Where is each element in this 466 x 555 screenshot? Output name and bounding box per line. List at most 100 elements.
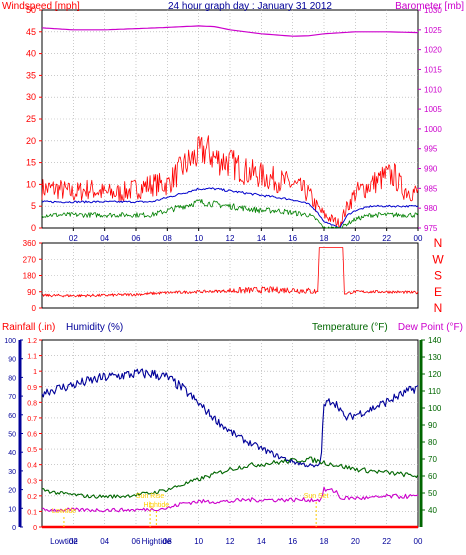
panel3-x-tick-label: 20 — [351, 537, 360, 546]
panel3-x-tick-label: 02 — [69, 537, 78, 546]
panel1-x-tick-label: 16 — [288, 234, 297, 243]
panel1-left-tick-label: 5 — [31, 201, 36, 211]
panel3-temp-tick-label: 110 — [428, 387, 441, 396]
rainfall-axis-title: Rainfall (.in) — [2, 322, 55, 333]
panel1-x-tick-label: 12 — [226, 234, 235, 243]
panel3-x-tick-label: 00 — [414, 537, 423, 546]
panel3-rain-tick-label: 0.4 — [27, 463, 37, 470]
average-wind-line — [41, 187, 419, 229]
panel1-right-tick-label: 990 — [424, 165, 438, 174]
panel1-left-tick-label: 35 — [26, 70, 36, 80]
panel1-x-tick-label: 06 — [132, 234, 141, 243]
panel3-temp-tick-label: 120 — [428, 370, 442, 379]
panel1-right-tick-label: 980 — [424, 204, 438, 213]
panel1-left-tick-label: 30 — [26, 92, 36, 102]
panel3-humidity-tick-label: 90 — [8, 357, 16, 364]
panel1-left-tick-label: 20 — [26, 136, 36, 146]
panel3-humidity-tick-label: 70 — [8, 394, 16, 401]
panel1-left-tick-label: 0 — [31, 223, 36, 233]
panel1-right-tick-label: 1000 — [424, 125, 442, 134]
panel1-right-tick-label: 995 — [424, 145, 438, 154]
panel3-x-tick-label: 10 — [194, 537, 203, 546]
panel3-x-tick-label: 22 — [382, 537, 391, 546]
panel1-left-tick-label: 40 — [26, 49, 36, 59]
panel1-x-tick-label: 20 — [351, 234, 360, 243]
panel2-left-tick-label: 270 — [23, 255, 37, 264]
panel3-humidity-tick-label: 60 — [8, 413, 16, 420]
panel2-left-tick-label: 90 — [27, 288, 36, 297]
temperature-line — [42, 456, 419, 499]
panel3-rain-tick-label: 1 — [33, 369, 37, 376]
humidity-line — [41, 368, 419, 468]
panel2-left-tick-label: 180 — [23, 272, 37, 281]
dewpoint-line — [41, 486, 419, 513]
panel1-right-tick-label: 1020 — [424, 46, 442, 55]
panel3-x-tick-label: 04 — [100, 537, 109, 546]
annotation-label: Sun Rise — [136, 493, 165, 500]
panel3-x-tick-label: 18 — [320, 537, 329, 546]
panel1-x-tick-label: 10 — [194, 234, 203, 243]
wind-direction-line — [41, 247, 419, 298]
panel3-temp-tick-label: 50 — [428, 489, 437, 498]
annotation-label: Lowtide — [52, 508, 76, 515]
panel1-right-tick-label: 985 — [424, 184, 438, 193]
panel3-rain-tick-label: 1.1 — [27, 354, 37, 361]
panel1-x-tick-label: 18 — [320, 234, 329, 243]
humidity-axis-title: Humidity (%) — [66, 322, 123, 333]
panel3-temp-tick-label: 40 — [428, 506, 437, 515]
panel3-rain-tick-label: 0.5 — [27, 447, 37, 454]
panel1-left-tick-label: 15 — [26, 158, 36, 168]
panel3-temp-tick-label: 80 — [428, 438, 437, 447]
panel2-left-tick-label: 0 — [32, 304, 37, 313]
windspeed-axis-title: Windspeed [mph] — [2, 1, 80, 12]
panel3-rain-tick-label: 1.2 — [27, 338, 37, 345]
panel3-humidity-tick-label: 50 — [8, 432, 16, 439]
temperature-axis-title: Temperature (°F) — [312, 322, 388, 333]
windspeed-line — [41, 135, 419, 229]
panel3-x-tick-label: 16 — [288, 537, 297, 546]
panel2-left-tick-label: 360 — [23, 239, 37, 248]
panel1-right-tick-label: 1010 — [424, 85, 442, 94]
panel1-frame — [41, 9, 419, 229]
panel3-x-tick-label: Hightide — [142, 537, 172, 546]
barometer-line — [41, 25, 419, 37]
panel3-rain-tick-label: 0.7 — [27, 416, 37, 423]
panel3-x-tick-label: 12 — [226, 537, 235, 546]
barometer-axis-title: Barometer [mb] — [395, 1, 464, 12]
compass-letter: N — [434, 301, 443, 315]
panel3-rain-tick-label: 0.8 — [27, 400, 37, 407]
panel3-humidity-tick-label: 100 — [4, 338, 16, 345]
panel3-x-tick-label: 08 — [163, 537, 172, 546]
minimum-wind-line — [41, 198, 419, 229]
panel1-left-tick-label: 25 — [26, 114, 36, 124]
panel3-temp-tick-label: 100 — [428, 404, 442, 413]
panel1-x-tick-label: 00 — [414, 234, 423, 243]
panel1-x-tick-label: 08 — [163, 234, 172, 243]
panel1-x-tick-label: 14 — [257, 234, 266, 243]
panel3-rain-tick-label: 0.3 — [27, 478, 37, 485]
panel1-right-tick-label: 975 — [424, 224, 438, 233]
panel1-x-tick-label: 04 — [100, 234, 109, 243]
panel3-rain-tick-label: 0.9 — [27, 385, 37, 392]
panel3-humidity-tick-label: 0 — [12, 525, 16, 532]
panel3-temp-tick-label: 90 — [428, 421, 437, 430]
panel1-right-tick-label: 1005 — [424, 105, 442, 114]
panel3-temp-tick-label: 130 — [428, 353, 442, 362]
annotation-label: Sun Set — [304, 493, 329, 500]
compass-letter: S — [434, 269, 442, 283]
panel1-x-tick-label: 02 — [69, 234, 78, 243]
panel1-left-tick-label: 10 — [26, 179, 36, 189]
panel1-right-tick-label: 1015 — [424, 65, 442, 74]
panel3-rain-tick-label: 0 — [33, 525, 37, 532]
panel3-rain-tick-label: 0.2 — [27, 494, 37, 501]
panel3-temp-tick-label: 140 — [428, 336, 442, 345]
chart-title: 24 hour graph day : January 31 2012 — [168, 1, 332, 12]
panel1-right-tick-label: 1025 — [424, 26, 442, 35]
panel3-temp-tick-label: 70 — [428, 455, 437, 464]
panel1-x-tick-label: 22 — [382, 234, 391, 243]
panel1-right-tick-label: 1030 — [424, 6, 442, 15]
panel3-rain-tick-label: 0.6 — [27, 432, 37, 439]
panel1-left-tick-label: 45 — [26, 27, 36, 37]
